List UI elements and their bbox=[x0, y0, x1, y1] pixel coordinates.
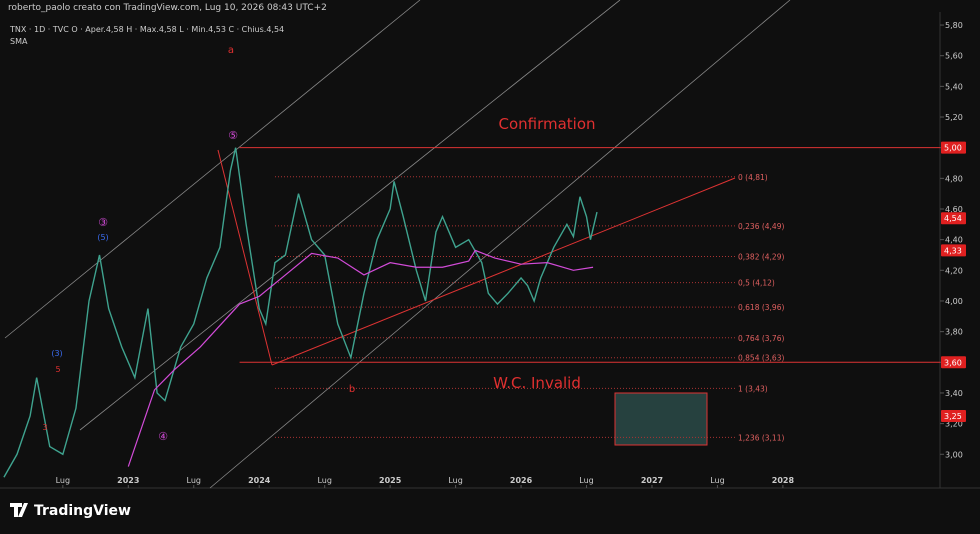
channel-line bbox=[4, 0, 421, 339]
price-marker bbox=[941, 141, 966, 154]
wave-label: ⑤ bbox=[228, 129, 238, 142]
x-tick-label: Lug bbox=[448, 476, 462, 485]
y-tick-label: 5,20 bbox=[945, 113, 963, 122]
y-tick-label: 4,80 bbox=[945, 174, 963, 183]
price-marker-label: 3,25 bbox=[944, 412, 962, 421]
y-tick-label: 3,20 bbox=[945, 420, 963, 429]
y-tick-label: 3,80 bbox=[945, 328, 963, 337]
fib-label: 0 (4,81) bbox=[738, 173, 768, 182]
fib-label: 1 (3,43) bbox=[738, 384, 768, 393]
price-marker-label: 5,00 bbox=[944, 144, 962, 153]
x-tick-label: 2028 bbox=[772, 476, 795, 485]
x-tick-label: Lug bbox=[579, 476, 593, 485]
channel-line bbox=[209, 0, 791, 489]
y-tick-label: 3,00 bbox=[945, 450, 963, 459]
price-marker bbox=[941, 212, 966, 225]
channel-line bbox=[79, 0, 621, 431]
x-tick-label: 2025 bbox=[379, 476, 402, 485]
fib-label: 0,382 (4,29) bbox=[738, 253, 784, 262]
fib-label: 0,5 (4,12) bbox=[738, 279, 775, 288]
x-tick-label: Lug bbox=[317, 476, 331, 485]
brand: TradingView bbox=[34, 503, 131, 519]
price-marker-label: 4,54 bbox=[944, 214, 962, 223]
wave-label: b bbox=[349, 384, 355, 395]
price-line bbox=[3, 147, 598, 478]
annotation: W.C. Invalid bbox=[493, 374, 581, 392]
legend-sma: SMA bbox=[10, 37, 28, 46]
wave-label: ④ bbox=[158, 430, 168, 443]
x-tick-label: Lug bbox=[187, 476, 201, 485]
brand-logo bbox=[10, 503, 28, 517]
y-tick-label: 5,80 bbox=[945, 21, 963, 30]
y-tick-label: 5,60 bbox=[945, 52, 963, 61]
x-tick-label: 2027 bbox=[641, 476, 663, 485]
target-box bbox=[614, 392, 708, 446]
fib-label: 0,618 (3,96) bbox=[738, 303, 784, 312]
wave-line bbox=[217, 149, 273, 366]
wave-label: a bbox=[228, 45, 234, 56]
y-tick-label: 4,40 bbox=[945, 236, 963, 245]
wave-label: 3 bbox=[42, 423, 47, 432]
wave-label: (5) bbox=[97, 233, 108, 242]
price-marker bbox=[941, 244, 966, 257]
trend-line bbox=[271, 177, 736, 366]
x-tick-label: 2023 bbox=[117, 476, 139, 485]
legend-line: TNX · 1D · TVC O · Aper.4,58 H · Max.4,5… bbox=[9, 25, 284, 34]
x-tick-label: 2026 bbox=[510, 476, 533, 485]
y-tick-label: 4,20 bbox=[945, 266, 963, 275]
wave-label: ③ bbox=[98, 216, 108, 229]
wave-label: 5 bbox=[55, 365, 60, 374]
fib-label: 0,854 (3,63) bbox=[738, 354, 784, 363]
credit: roberto_paolo creato con TradingView.com… bbox=[8, 3, 327, 13]
x-tick-label: Lug bbox=[710, 476, 724, 485]
sma-line bbox=[127, 249, 594, 467]
annotation: Confirmation bbox=[498, 115, 595, 133]
fib-label: 1,236 (3,11) bbox=[738, 433, 784, 442]
wave-label: (3) bbox=[51, 349, 62, 358]
y-tick-label: 5,40 bbox=[945, 82, 963, 91]
x-tick-label: Lug bbox=[56, 476, 70, 485]
fib-label: 0,764 (3,76) bbox=[738, 334, 784, 343]
footer bbox=[0, 490, 980, 530]
fib-label: 0,236 (4,49) bbox=[738, 222, 784, 231]
y-tick-label: 4,60 bbox=[945, 205, 963, 214]
x-tick-label: 2024 bbox=[248, 476, 271, 485]
price-marker-label: 4,33 bbox=[944, 246, 962, 255]
price-marker-label: 3,60 bbox=[944, 358, 962, 367]
price-marker bbox=[941, 356, 966, 369]
price-marker bbox=[941, 409, 966, 422]
y-tick-label: 4,00 bbox=[945, 297, 963, 306]
y-tick-label: 3,40 bbox=[945, 389, 963, 398]
